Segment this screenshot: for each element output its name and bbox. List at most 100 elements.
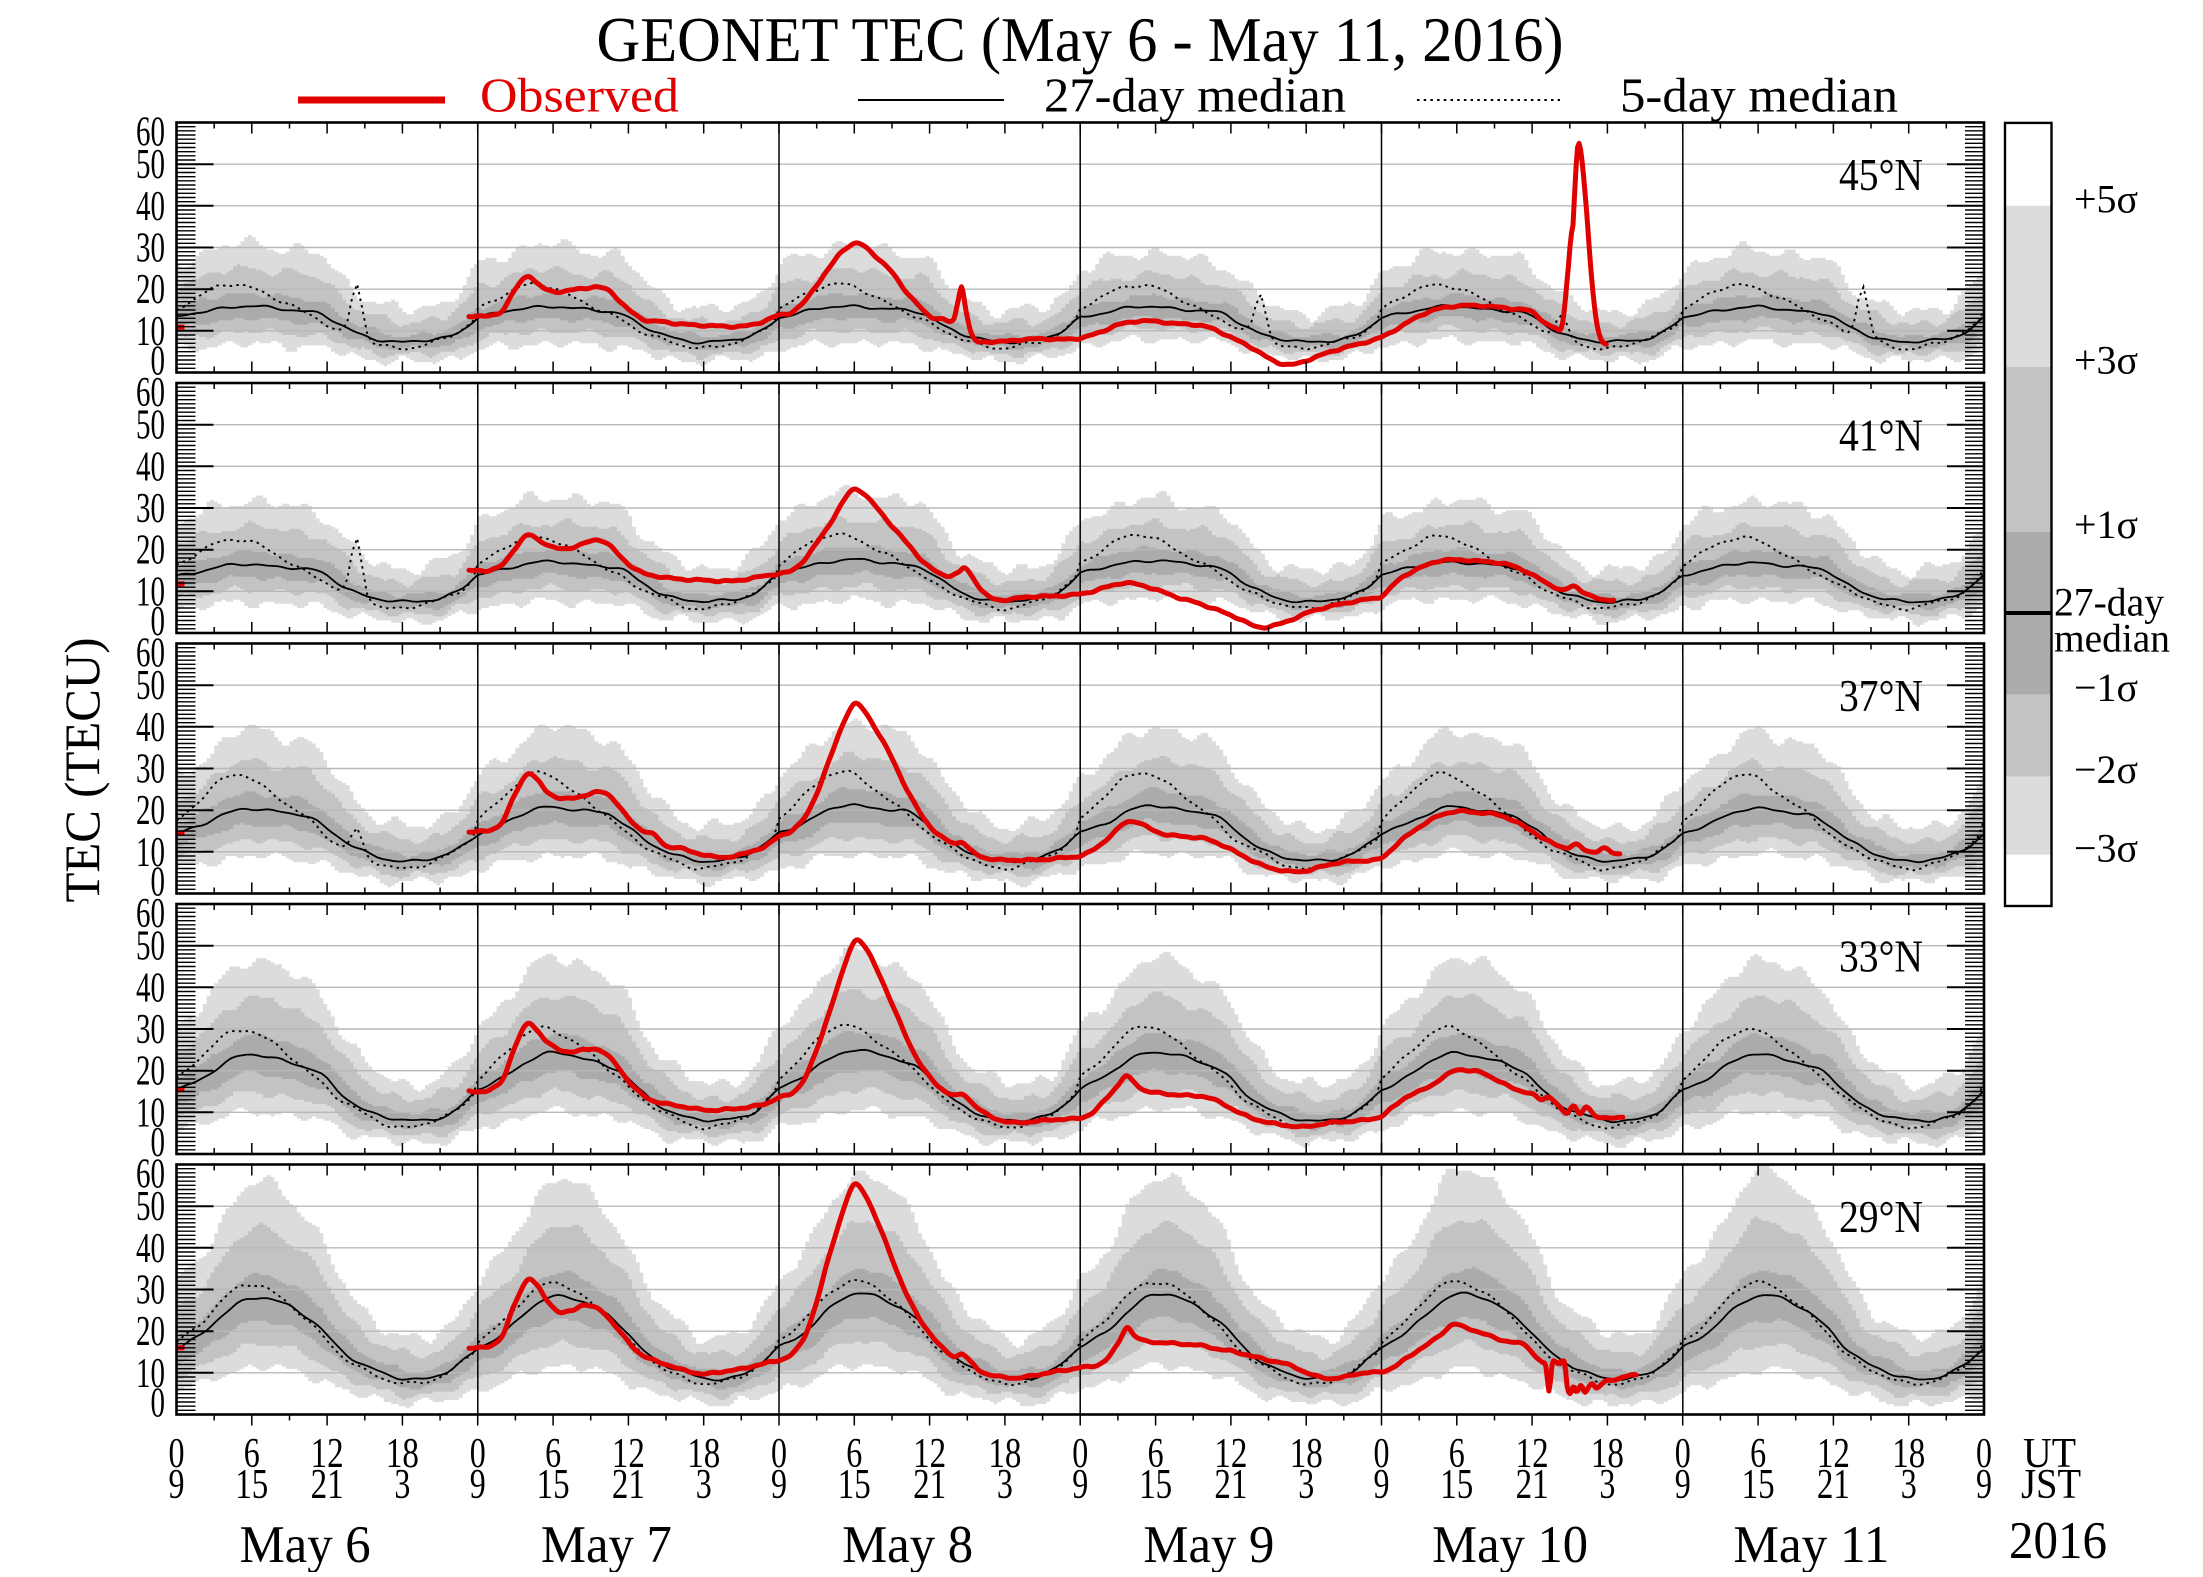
svg-text:9: 9 — [169, 1462, 185, 1508]
svg-text:29°N: 29°N — [1839, 1191, 1923, 1242]
svg-text:May 6: May 6 — [240, 1516, 371, 1572]
svg-text:0: 0 — [1675, 1431, 1691, 1477]
svg-text:−2σ: −2σ — [2074, 747, 2138, 792]
svg-text:2016: 2016 — [2009, 1512, 2107, 1570]
svg-text:6: 6 — [1148, 1431, 1164, 1477]
svg-text:May 7: May 7 — [541, 1516, 672, 1572]
svg-text:0: 0 — [1976, 1431, 1992, 1477]
svg-text:10: 10 — [136, 569, 165, 615]
svg-text:15: 15 — [1139, 1462, 1172, 1508]
svg-text:3: 3 — [1901, 1462, 1917, 1508]
svg-text:15: 15 — [1440, 1462, 1473, 1508]
svg-text:10: 10 — [136, 830, 165, 876]
svg-text:18: 18 — [1591, 1431, 1624, 1477]
svg-text:20: 20 — [136, 1309, 165, 1355]
svg-text:12: 12 — [1817, 1431, 1850, 1477]
svg-text:40: 40 — [136, 184, 165, 230]
svg-text:18: 18 — [988, 1431, 1021, 1477]
svg-text:10: 10 — [136, 1351, 165, 1397]
svg-text:27-day: 27-day — [2054, 580, 2164, 625]
svg-text:May 11: May 11 — [1733, 1516, 1889, 1572]
svg-text:30: 30 — [136, 1007, 165, 1053]
svg-text:40: 40 — [136, 1226, 165, 1272]
svg-text:3: 3 — [997, 1462, 1013, 1508]
svg-text:0: 0 — [151, 860, 166, 906]
svg-text:−1σ: −1σ — [2074, 665, 2138, 710]
svg-text:21: 21 — [913, 1462, 946, 1508]
svg-text:50: 50 — [136, 663, 165, 709]
svg-text:20: 20 — [136, 788, 165, 834]
svg-text:27-day median: 27-day median — [1044, 68, 1346, 123]
svg-text:20: 20 — [136, 267, 165, 313]
svg-text:18: 18 — [386, 1431, 419, 1477]
svg-text:May 10: May 10 — [1432, 1516, 1588, 1572]
svg-text:15: 15 — [838, 1462, 871, 1508]
svg-text:40: 40 — [136, 705, 165, 751]
svg-text:30: 30 — [136, 1268, 165, 1314]
svg-text:30: 30 — [136, 226, 165, 272]
svg-text:45°N: 45°N — [1839, 149, 1923, 200]
svg-text:0: 0 — [151, 339, 166, 385]
svg-text:60: 60 — [136, 891, 165, 937]
svg-text:0: 0 — [470, 1431, 486, 1477]
svg-text:50: 50 — [136, 1184, 165, 1230]
svg-text:JST: JST — [2021, 1462, 2081, 1508]
svg-text:3: 3 — [394, 1462, 410, 1508]
svg-text:30: 30 — [136, 747, 165, 793]
svg-text:6: 6 — [1750, 1431, 1766, 1477]
svg-text:3: 3 — [696, 1462, 712, 1508]
svg-text:37°N: 37°N — [1839, 670, 1923, 721]
svg-text:18: 18 — [687, 1431, 720, 1477]
svg-text:3: 3 — [1599, 1462, 1615, 1508]
svg-text:0: 0 — [151, 1120, 166, 1166]
svg-text:median: median — [2054, 616, 2170, 661]
svg-text:60: 60 — [136, 1152, 165, 1198]
svg-text:TEC (TECU): TEC (TECU) — [54, 638, 110, 903]
svg-text:+5σ: +5σ — [2074, 176, 2138, 221]
svg-text:9: 9 — [771, 1462, 787, 1508]
svg-text:21: 21 — [1516, 1462, 1549, 1508]
svg-text:18: 18 — [1290, 1431, 1323, 1477]
svg-text:50: 50 — [136, 924, 165, 970]
svg-text:15: 15 — [1742, 1462, 1775, 1508]
svg-text:12: 12 — [311, 1431, 344, 1477]
svg-text:Observed: Observed — [480, 68, 679, 123]
svg-text:+1σ: +1σ — [2074, 502, 2138, 547]
svg-text:0: 0 — [771, 1431, 787, 1477]
svg-text:UT: UT — [2023, 1431, 2076, 1477]
svg-text:33°N: 33°N — [1839, 931, 1923, 982]
svg-text:6: 6 — [244, 1431, 260, 1477]
svg-text:18: 18 — [1892, 1431, 1925, 1477]
svg-text:6: 6 — [846, 1431, 862, 1477]
svg-text:0: 0 — [169, 1431, 185, 1477]
svg-text:21: 21 — [612, 1462, 645, 1508]
svg-text:9: 9 — [470, 1462, 486, 1508]
svg-text:May 8: May 8 — [842, 1516, 973, 1572]
svg-text:3: 3 — [1298, 1462, 1314, 1508]
svg-text:0: 0 — [1072, 1431, 1088, 1477]
svg-text:5-day median: 5-day median — [1620, 68, 1898, 123]
svg-text:10: 10 — [136, 1090, 165, 1136]
svg-text:12: 12 — [1516, 1431, 1549, 1477]
svg-text:12: 12 — [1214, 1431, 1247, 1477]
svg-text:21: 21 — [311, 1462, 344, 1508]
svg-text:12: 12 — [913, 1431, 946, 1477]
svg-text:9: 9 — [1976, 1462, 1992, 1508]
svg-text:21: 21 — [1817, 1462, 1850, 1508]
svg-text:9: 9 — [1374, 1462, 1390, 1508]
svg-text:20: 20 — [136, 528, 165, 574]
svg-text:0: 0 — [151, 599, 166, 645]
svg-text:20: 20 — [136, 1049, 165, 1095]
svg-text:15: 15 — [537, 1462, 570, 1508]
svg-text:9: 9 — [1072, 1462, 1088, 1508]
svg-text:21: 21 — [1214, 1462, 1247, 1508]
svg-text:60: 60 — [136, 631, 165, 677]
svg-text:60: 60 — [136, 110, 165, 156]
svg-text:60: 60 — [136, 370, 165, 416]
svg-text:+3σ: +3σ — [2074, 338, 2138, 383]
svg-text:−3σ: −3σ — [2074, 825, 2138, 870]
svg-text:12: 12 — [612, 1431, 645, 1477]
svg-text:0: 0 — [151, 1381, 166, 1427]
svg-text:6: 6 — [545, 1431, 561, 1477]
svg-text:GEONET TEC (May 6 - May 11, 20: GEONET TEC (May 6 - May 11, 2016) — [597, 5, 1564, 75]
